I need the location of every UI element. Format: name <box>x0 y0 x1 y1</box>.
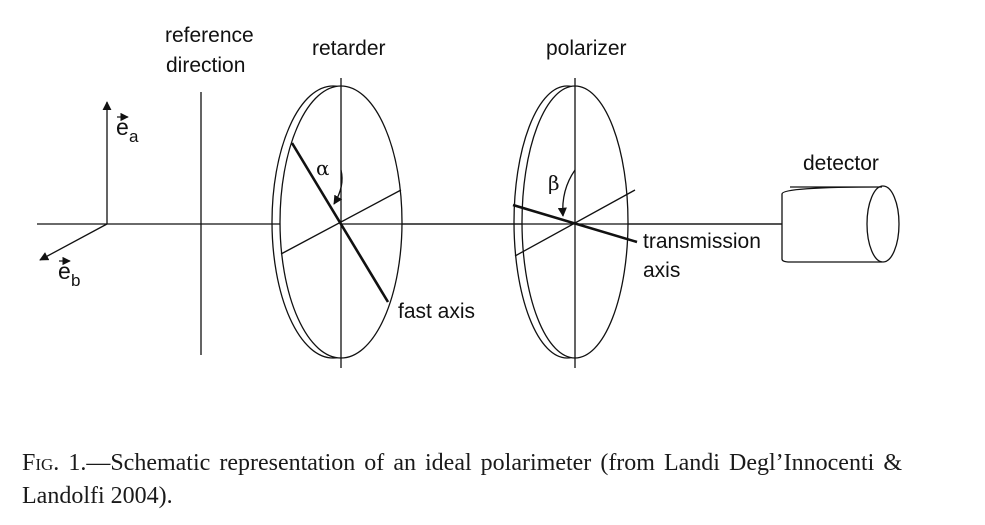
figure-caption: Fig. 1.—Schematic representation of an i… <box>22 447 902 513</box>
transmission-axis-line <box>512 203 638 244</box>
detector-face <box>866 185 900 263</box>
fast-axis-label: fast axis <box>398 300 475 323</box>
transmission-label-line2: axis <box>643 259 680 282</box>
eb-base: e <box>58 258 71 284</box>
polarimeter-diagram: reference direction retarder polarizer d… <box>37 24 900 368</box>
retarder-label: retarder <box>312 37 386 60</box>
figure-caption-label: Fig. 1. <box>22 450 87 476</box>
reference-label-line1: reference <box>165 24 254 47</box>
beta-arc <box>557 169 576 217</box>
ea-vector-label: e a <box>116 112 139 146</box>
beta-label: β <box>548 171 560 195</box>
detector-label: detector <box>803 152 879 175</box>
figure-caption-text: —Schematic representation of an ideal po… <box>22 450 902 509</box>
alpha-arc <box>333 169 343 205</box>
fast-axis-line <box>290 142 390 303</box>
transmission-label-line1: transmission <box>643 230 761 253</box>
alpha-label: α <box>316 156 330 180</box>
detector-body <box>781 186 883 263</box>
ea-base: e <box>116 114 129 140</box>
ea-subscript: a <box>129 127 139 146</box>
eb-subscript: b <box>71 271 80 290</box>
polarizer-label: polarizer <box>546 37 627 60</box>
reference-label-line2: direction <box>166 54 245 77</box>
eb-axis-arrow <box>39 223 108 261</box>
eb-vector-label: e b <box>58 256 80 290</box>
